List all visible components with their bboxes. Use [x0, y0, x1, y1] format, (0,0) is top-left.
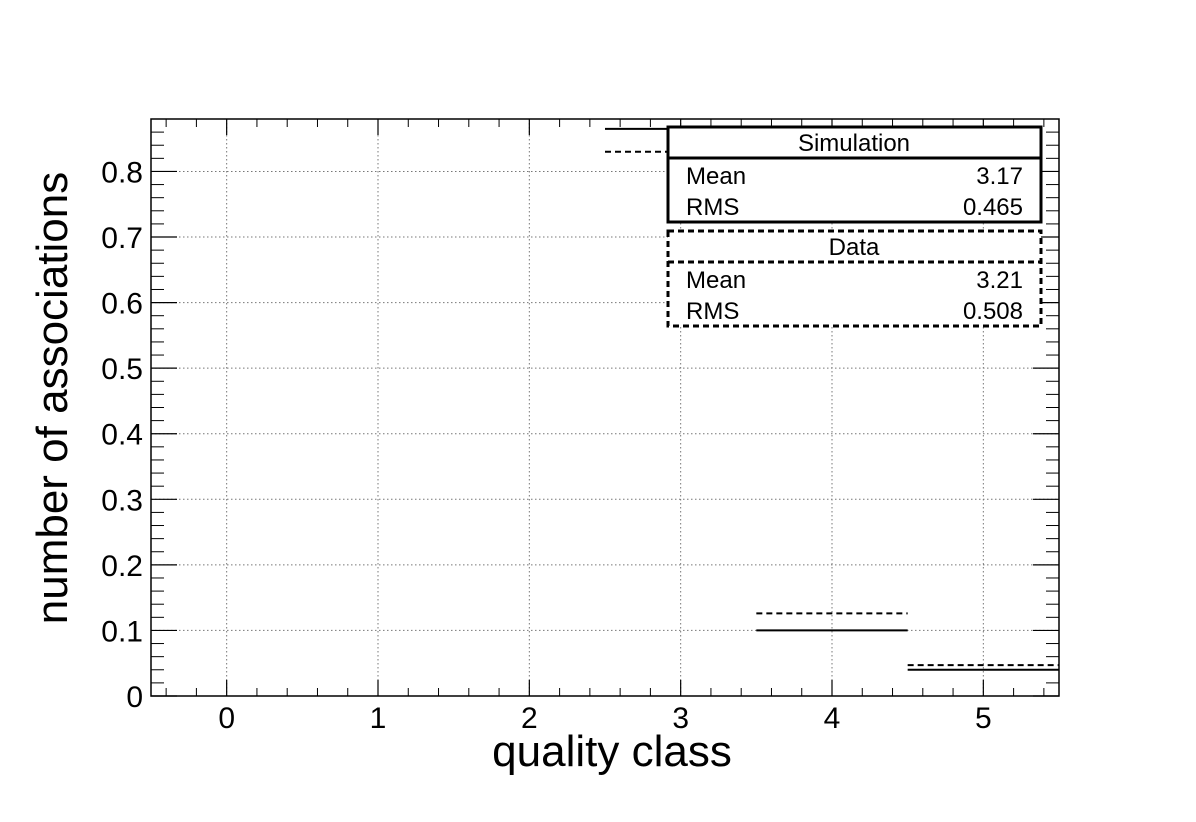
x-tick-label: 5 — [975, 702, 992, 735]
y-tick-label: 0.8 — [101, 156, 143, 189]
stats-rms-value: 0.465 — [963, 194, 1023, 221]
stats-rms-label: RMS — [686, 298, 739, 325]
y-tick-label: 0.7 — [101, 222, 143, 255]
stats-mean-value: 3.17 — [976, 163, 1023, 190]
stats-title-simulation: Simulation — [798, 130, 910, 157]
stats-mean-label: Mean — [686, 267, 746, 294]
y-tick-label: 0 — [126, 681, 143, 714]
x-tick-label: 1 — [370, 702, 387, 735]
stats-rms-label: RMS — [686, 194, 739, 221]
x-tick-label: 4 — [824, 702, 841, 735]
stats-box-data: Data Mean 3.21 RMS 0.508 — [666, 229, 1043, 328]
y-tick-label: 0.2 — [101, 550, 143, 583]
x-tick-label: 0 — [218, 702, 235, 735]
stats-title-data: Data — [829, 234, 880, 261]
y-tick-label: 0.6 — [101, 288, 143, 321]
stats-rms-value: 0.508 — [963, 298, 1023, 325]
stats-box-simulation: Simulation Mean 3.17 RMS 0.465 — [666, 125, 1043, 224]
stats-mean-label: Mean — [686, 163, 746, 190]
x-tick-label: 3 — [672, 702, 689, 735]
y-tick-label: 0.5 — [101, 353, 143, 386]
plot-frame — [150, 118, 1060, 697]
y-tick-label: 0.3 — [101, 484, 143, 517]
y-tick-label: 0.4 — [101, 419, 143, 452]
y-tick-label: 0.1 — [101, 615, 143, 648]
axis-ticks — [151, 118, 1059, 697]
x-axis-title: quality class — [492, 727, 732, 776]
tick-labels: 0 1 2 3 4 5 0 0.1 0.2 0.3 0.4 0.5 0.6 0.7 0.8 — [101, 156, 991, 735]
stats-mean-value: 3.21 — [976, 267, 1023, 294]
y-axis-title: number of associations — [28, 172, 77, 624]
x-tick-label: 2 — [521, 702, 538, 735]
